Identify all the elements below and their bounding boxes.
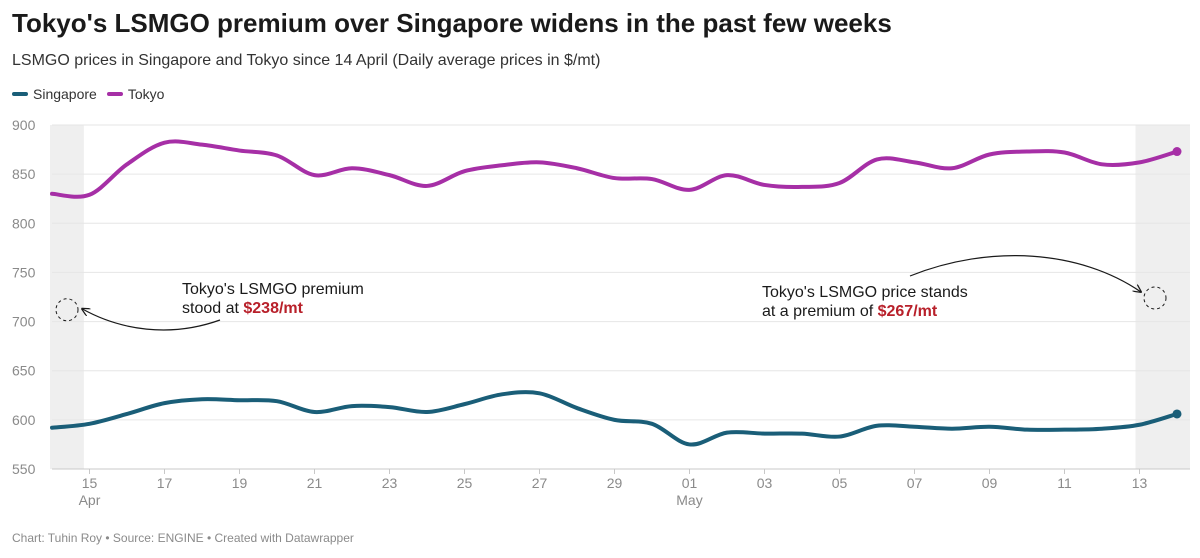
y-tick-label-800: 800 [12,215,36,231]
series-line-singapore [50,390,1179,447]
annotation-right-prefix: at a premium of [762,303,878,320]
series-endpoint-tokyo [1172,147,1182,157]
x-tick-label-1: 17 [157,475,173,491]
annotation-right-highlight: $267/mt [877,303,938,320]
series-line-tokyo [50,139,1179,199]
x-tick-label-6: 27 [532,475,548,491]
highlight-band-1 [1135,125,1190,469]
x-tick-label-13: 11 [1057,475,1072,491]
y-tick-label-550: 550 [12,461,36,477]
x-tick-label-10: 05 [832,475,848,491]
legend: Singapore Tokyo [12,86,164,102]
legend-swatch-singapore [12,92,28,96]
y-tick-label-900: 900 [12,117,36,133]
month-label-0: Apr [79,492,101,508]
month-label-1: May [676,492,702,508]
legend-label-tokyo: Tokyo [127,86,165,102]
annotation-left-circle [55,298,79,322]
annotation-right: Tokyo's LSMGO price stands at a premium … [762,283,968,321]
annotation-right-line2: at a premium of $267/mt [762,302,968,321]
x-tick-label-2: 19 [232,475,248,491]
legend-item-tokyo: Tokyo [106,86,165,102]
x-tick-label-9: 03 [757,475,773,491]
x-tick-label-4: 23 [382,475,398,491]
y-tick-label-850: 850 [12,166,36,182]
y-tick-label-750: 750 [12,264,36,280]
x-tick-label-12: 09 [982,475,998,491]
annotation-right-arrow [909,255,1141,292]
legend-swatch-tokyo [106,92,123,96]
annotation-left-arrow [82,309,221,331]
annotation-left-highlight: $238/mt [243,300,303,317]
y-tick-label-600: 600 [12,412,36,428]
y-tick-label-650: 650 [12,363,36,379]
y-tick-label-700: 700 [12,314,36,330]
x-tick-label-14: 13 [1132,475,1148,491]
annotation-left-line1: Tokyo's LSMGO premium [182,281,364,298]
x-tick-label-8: 01 [682,475,698,491]
chart-title: Tokyo's LSMGO premium over Singapore wid… [12,8,892,38]
x-tick-label-7: 29 [607,475,623,491]
x-tick-label-5: 25 [457,475,473,491]
chart-subtitle: LSMGO prices in Singapore and Tokyo sinc… [12,52,601,69]
highlight-band-0 [50,125,84,469]
annotation-left: Tokyo's LSMGO premium stood at $238/mt [182,280,364,318]
legend-label-singapore: Singapore [33,86,97,102]
annotation-right-line1: Tokyo's LSMGO price stands [762,284,968,301]
footer-credits: Chart: Tuhin Roy • Source: ENGINE • Crea… [12,531,354,545]
x-tick-label-3: 21 [307,475,323,491]
annotation-left-prefix: stood at [182,300,244,317]
annotation-left-line2: stood at $238/mt [182,299,364,318]
x-tick-label-11: 07 [907,475,923,491]
x-tick-label-0: 15 [82,475,98,491]
legend-item-singapore: Singapore [12,86,97,102]
series-endpoint-singapore [1172,409,1182,419]
annotation-right-circle [1143,286,1167,310]
